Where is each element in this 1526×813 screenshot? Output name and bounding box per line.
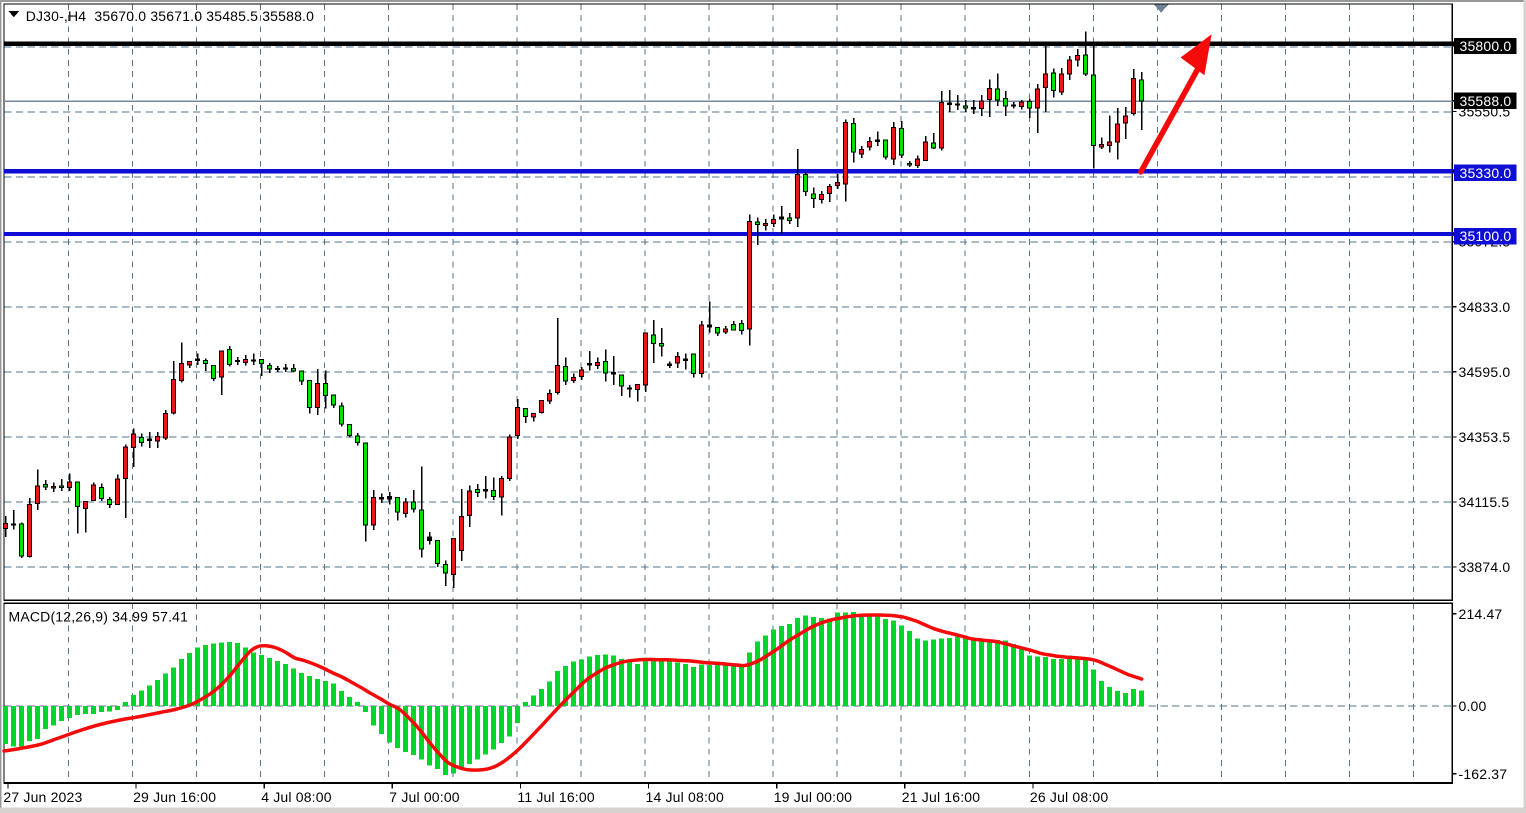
- svg-text:26 Jul 08:00: 26 Jul 08:00: [1030, 789, 1108, 805]
- svg-text:35800.0: 35800.0: [1460, 38, 1512, 54]
- svg-text:21 Jul 16:00: 21 Jul 16:00: [902, 789, 980, 805]
- svg-text:19 Jul 00:00: 19 Jul 00:00: [774, 789, 852, 805]
- svg-text:11 Jul 16:00: 11 Jul 16:00: [517, 789, 594, 805]
- svg-text:DJ30-,H4 35670.0 35671.0 3548: DJ30-,H4 35670.0 35671.0 35485.5 35588.0: [26, 8, 314, 24]
- svg-text:34595.0: 34595.0: [1459, 364, 1511, 380]
- svg-text:29 Jun 16:00: 29 Jun 16:00: [133, 789, 216, 805]
- svg-text:34833.0: 34833.0: [1459, 299, 1511, 315]
- svg-text:35100.0: 35100.0: [1460, 228, 1512, 244]
- svg-text:14 Jul 08:00: 14 Jul 08:00: [646, 789, 724, 805]
- svg-text:MACD(12,26,9) 34.99 57.41: MACD(12,26,9) 34.99 57.41: [9, 609, 189, 625]
- svg-text:0.00: 0.00: [1459, 698, 1487, 714]
- svg-text:33874.0: 33874.0: [1459, 559, 1511, 575]
- svg-text:27 Jun 2023: 27 Jun 2023: [3, 789, 82, 805]
- svg-text:35588.0: 35588.0: [1460, 93, 1512, 109]
- svg-text:34353.5: 34353.5: [1459, 429, 1511, 445]
- svg-text:214.47: 214.47: [1459, 606, 1503, 622]
- svg-text:34115.5: 34115.5: [1459, 494, 1510, 510]
- svg-text:4 Jul 08:00: 4 Jul 08:00: [261, 789, 332, 805]
- svg-text:7 Jul 00:00: 7 Jul 00:00: [389, 789, 460, 805]
- svg-text:-162.37: -162.37: [1459, 766, 1508, 782]
- svg-text:35330.0: 35330.0: [1460, 165, 1512, 181]
